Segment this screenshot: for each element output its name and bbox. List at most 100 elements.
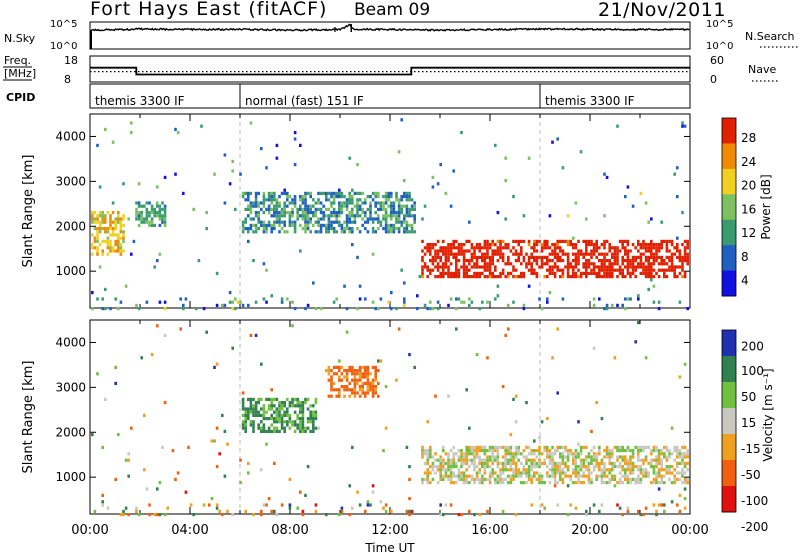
velocity-echo-cell — [280, 404, 284, 408]
velocity-echo-cell — [241, 420, 245, 424]
velocity-echo-cell — [460, 471, 463, 475]
velocity-echo-cell — [520, 474, 523, 478]
velocity-echo-cell — [504, 455, 507, 459]
velocity-echo-cell — [678, 375, 682, 379]
power-echo-cell — [153, 207, 156, 211]
power-echo-cell — [351, 230, 354, 234]
power-echo-cell — [254, 201, 258, 205]
velocity-echo-cell — [657, 487, 661, 491]
velocity-echo-cell — [548, 474, 552, 478]
power-echo-cell — [457, 246, 461, 250]
power-echo-cell — [332, 191, 336, 195]
power-echo-cell — [520, 246, 523, 250]
velocity-echo-cell — [364, 509, 367, 513]
power-echo-cell — [356, 201, 359, 205]
power-echo-cell — [686, 239, 689, 243]
power-echo-cell — [249, 227, 253, 231]
velocity-echo-cell — [293, 420, 297, 424]
power-echo-cell — [626, 255, 630, 259]
velocity-echo-cell — [475, 353, 479, 357]
power-echo-cell — [452, 169, 455, 173]
velocity-echo-cell — [678, 471, 682, 475]
power-echo-cell — [527, 268, 531, 272]
velocity-echo-cell — [561, 481, 565, 485]
velocity-colorbar-tick: 50 — [741, 390, 756, 404]
velocity-echo-cell — [553, 465, 557, 469]
power-echo-cell — [96, 246, 99, 250]
power-echo-cell — [390, 214, 393, 218]
velocity-echo-cell — [423, 477, 427, 481]
power-echo-cell — [343, 204, 346, 208]
velocity-echo-cell — [600, 503, 604, 507]
velocity-echo-cell — [348, 388, 351, 392]
power-echo-cell — [111, 246, 115, 250]
power-echo-cell — [91, 220, 94, 224]
velocity-echo-cell — [247, 397, 250, 401]
power-echo-cell — [348, 191, 351, 195]
velocity-echo-cell — [587, 481, 591, 485]
power-echo-cell — [247, 195, 250, 199]
velocity-echo-cell — [634, 481, 637, 485]
velocity-echo-cell — [291, 420, 294, 424]
power-echo-cell — [650, 217, 653, 221]
velocity-echo-cell — [676, 503, 679, 507]
velocity-echo-cell — [504, 465, 507, 469]
power-echo-cell — [605, 239, 609, 243]
power-echo-cell — [569, 262, 572, 266]
power-echo-cell — [512, 300, 515, 304]
velocity-colorbar-frame — [721, 329, 737, 513]
velocity-echo-cell — [457, 449, 461, 453]
velocity-echo-cell — [676, 452, 679, 456]
power-echo-cell — [137, 214, 141, 218]
power-echo-cell — [444, 252, 448, 256]
velocity-echo-cell — [338, 359, 341, 363]
power-echo-cell — [475, 246, 479, 250]
power-echo-cell — [665, 239, 669, 243]
power-echo-cell — [577, 259, 580, 263]
power-echo-cell — [325, 198, 328, 202]
velocity-echo-cell — [366, 385, 370, 389]
velocity-echo-cell — [491, 449, 494, 453]
velocity-echo-cell — [683, 477, 687, 481]
power-echo-cell — [501, 246, 505, 250]
power-echo-cell — [364, 297, 367, 301]
power-echo-cell — [322, 223, 325, 227]
power-echo-cell — [496, 239, 500, 243]
velocity-echo-cell — [348, 394, 351, 398]
power-echo-cell — [330, 223, 333, 227]
power-echo-cell — [551, 252, 554, 256]
velocity-echo-cell — [135, 509, 138, 513]
velocity-echo-cell — [262, 407, 266, 411]
velocity-echo-cell — [540, 503, 544, 507]
power-echo-cell — [426, 307, 429, 311]
power-echo-cell — [426, 275, 429, 279]
power-echo-cell — [522, 259, 526, 263]
xtick-label: 08:00 — [271, 523, 308, 538]
power-echo-cell — [286, 198, 289, 202]
power-echo-cell — [676, 249, 679, 253]
power-echo-cell — [325, 223, 328, 227]
power-echo-cell — [410, 204, 414, 208]
velocity-echo-cell — [241, 397, 245, 401]
power-echo-cell — [397, 230, 401, 234]
power-echo-cell — [340, 211, 344, 215]
velocity-echo-cell — [460, 458, 463, 462]
velocity-echo-cell — [605, 449, 609, 453]
velocity-echo-cell — [296, 426, 299, 430]
velocity-echo-cell — [496, 481, 500, 485]
velocity-echo-cell — [481, 465, 484, 469]
power-echo-cell — [494, 268, 497, 272]
power-echo-cell — [494, 275, 497, 279]
power-echo-cell — [293, 307, 297, 311]
power-echo-cell — [252, 217, 255, 221]
velocity-echo-cell — [306, 407, 310, 411]
velocity-echo-cell — [551, 356, 554, 360]
velocity-echo-cell — [442, 513, 445, 517]
power-echo-cell — [572, 271, 575, 275]
power-echo-cell — [681, 259, 684, 263]
velocity-echo-cell — [663, 481, 666, 485]
power-echo-cell — [356, 214, 359, 218]
power-echo-cell — [483, 239, 487, 243]
velocity-echo-cell — [683, 455, 687, 459]
power-echo-cell — [96, 220, 99, 224]
